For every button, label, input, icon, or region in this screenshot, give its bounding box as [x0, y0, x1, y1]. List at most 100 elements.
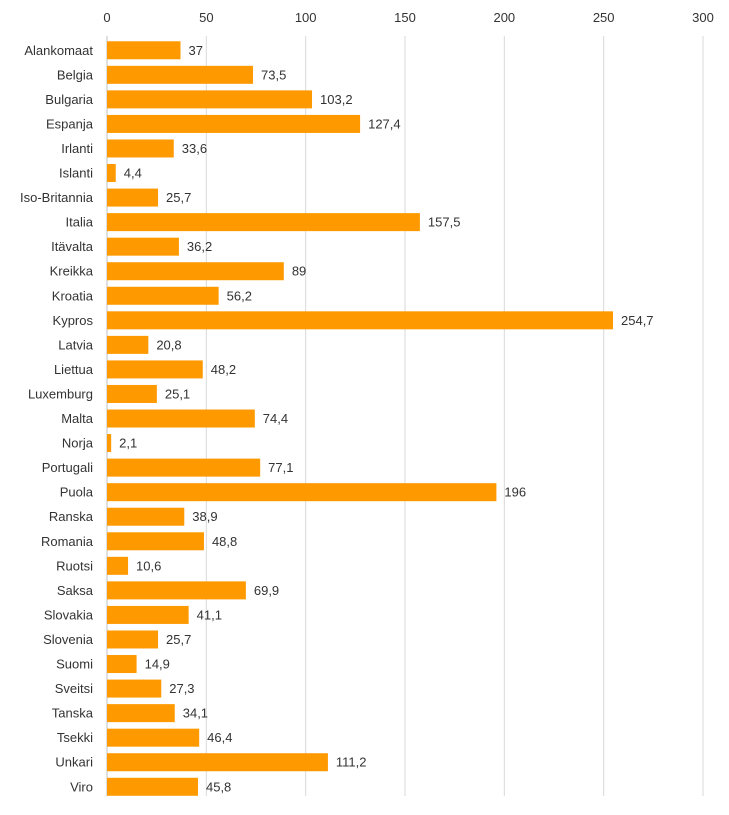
- data-label: 89: [292, 264, 306, 279]
- category-label: Islanti: [59, 166, 93, 181]
- category-label: Norja: [62, 436, 94, 451]
- category-label: Bulgaria: [45, 92, 93, 107]
- bar: [107, 556, 129, 575]
- data-label: 77,1: [268, 460, 293, 475]
- data-label: 69,9: [254, 583, 279, 598]
- bar: [107, 728, 200, 747]
- bar: [107, 630, 159, 649]
- x-axis-ticks: 0 50 100 150 200 250 300: [103, 10, 713, 25]
- bar: [107, 655, 137, 674]
- data-label: 56,2: [227, 288, 252, 303]
- data-label: 38,9: [192, 509, 217, 524]
- data-label: 10,6: [136, 558, 161, 573]
- data-label: 73,5: [261, 67, 286, 82]
- category-label: Sveitsi: [55, 681, 93, 696]
- x-tick-label: 300: [692, 10, 714, 25]
- bar: [107, 434, 112, 453]
- category-label: Italia: [66, 215, 94, 230]
- bar: [107, 164, 116, 183]
- category-label: Slovenia: [43, 632, 94, 647]
- data-label: 33,6: [182, 141, 207, 156]
- category-label: Kroatia: [52, 288, 94, 303]
- data-label: 37: [189, 43, 203, 58]
- data-label: 25,1: [165, 386, 190, 401]
- category-label: Ranska: [49, 509, 94, 524]
- data-label: 34,1: [183, 706, 208, 721]
- category-label: Unkari: [55, 755, 93, 770]
- bar: [107, 507, 185, 526]
- category-label: Luxemburg: [28, 386, 93, 401]
- bar: [107, 360, 203, 379]
- bar: [107, 65, 254, 84]
- category-label: Kreikka: [50, 264, 94, 279]
- bar: [107, 262, 284, 281]
- category-label: Alankomaat: [24, 43, 93, 58]
- data-label: 46,4: [207, 730, 232, 745]
- category-label: Iso-Britannia: [20, 190, 94, 205]
- x-tick-label: 50: [199, 10, 213, 25]
- data-label: 196: [504, 485, 526, 500]
- bar: [107, 311, 614, 330]
- bar: [107, 753, 328, 772]
- category-label: Espanja: [46, 116, 94, 131]
- category-label: Irlanti: [61, 141, 93, 156]
- bar: [107, 605, 189, 624]
- bar: [107, 286, 219, 305]
- data-label: 25,7: [166, 190, 191, 205]
- x-tick-label: 200: [493, 10, 515, 25]
- category-label: Belgia: [57, 67, 94, 82]
- category-label: Suomi: [56, 657, 93, 672]
- bar: [107, 409, 255, 428]
- data-label: 36,2: [187, 239, 212, 254]
- category-label: Latvia: [58, 337, 93, 352]
- bar: [107, 777, 198, 796]
- bar: [107, 679, 162, 698]
- bar: [107, 335, 149, 354]
- data-label: 103,2: [320, 92, 353, 107]
- bar: [107, 41, 181, 60]
- data-label: 2,1: [119, 436, 137, 451]
- category-label: Liettua: [54, 362, 94, 377]
- grid-layer: [106, 36, 704, 796]
- category-label: Tanska: [52, 706, 94, 721]
- bars: [107, 41, 614, 796]
- data-label: 74,4: [263, 411, 288, 426]
- category-label: Viro: [70, 779, 93, 794]
- data-label: 25,7: [166, 632, 191, 647]
- x-tick-label: 150: [394, 10, 416, 25]
- bar: [107, 532, 204, 551]
- bar: [107, 483, 497, 502]
- category-label: Romania: [41, 534, 94, 549]
- category-label: Ruotsi: [56, 558, 93, 573]
- bar: [107, 384, 157, 403]
- data-label: 41,1: [197, 607, 222, 622]
- category-label: Slovakia: [44, 607, 94, 622]
- bar: [107, 188, 159, 207]
- x-tick-label: 0: [103, 10, 110, 25]
- data-label: 48,8: [212, 534, 237, 549]
- category-label: Puola: [60, 485, 94, 500]
- data-labels: 37 73,5 103,2 127,4 33,6 4,4 25,7 157,5 36,2 89 56…: [119, 43, 653, 795]
- data-label: 111,2: [336, 755, 367, 770]
- data-label: 157,5: [428, 215, 461, 230]
- bar: [107, 90, 313, 109]
- category-label: Malta: [61, 411, 94, 426]
- data-label: 14,9: [145, 657, 170, 672]
- bar: [107, 581, 246, 600]
- data-label: 20,8: [156, 337, 181, 352]
- bar: [107, 213, 420, 232]
- x-tick-label: 100: [295, 10, 317, 25]
- data-label: 45,8: [206, 779, 231, 794]
- bar: [107, 237, 179, 256]
- data-label: 254,7: [621, 313, 654, 328]
- bar: [107, 114, 361, 133]
- x-tick-label: 250: [593, 10, 615, 25]
- bar: [107, 139, 174, 158]
- data-label: 48,2: [211, 362, 236, 377]
- category-label: Tsekki: [57, 730, 93, 745]
- data-label: 4,4: [124, 166, 142, 181]
- category-labels: Alankomaat Belgia Bulgaria Espanja Irlanti Is…: [20, 43, 94, 795]
- data-label: 27,3: [169, 681, 194, 696]
